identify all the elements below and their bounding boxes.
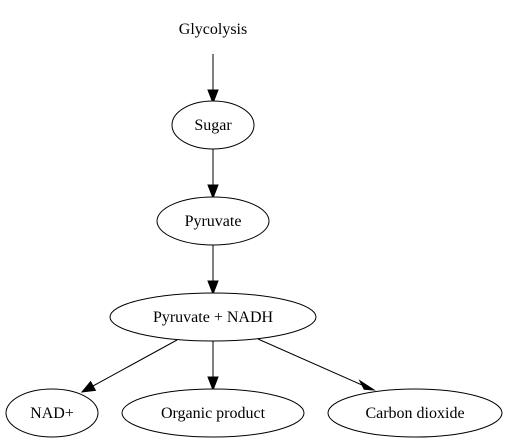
node-ellipse <box>109 292 317 342</box>
edge-pyruvate-nadh-to-carbon-dioxide <box>257 338 376 391</box>
edge-pyruvate-to-pyruvate-nadh <box>207 244 219 296</box>
node-pyruvate-nadh: Pyruvate + NADH <box>109 292 317 342</box>
edge-pyruvate-nadh-to-nad-plus <box>80 339 178 393</box>
node-label: Organic product <box>161 405 266 422</box>
node-label: Carbon dioxide <box>365 405 464 422</box>
node-ellipse <box>156 196 270 246</box>
node-ellipse <box>171 100 255 150</box>
node-label: Sugar <box>194 117 232 134</box>
arrowhead <box>207 376 219 392</box>
node-ellipse <box>121 388 305 438</box>
edge-pyruvate-nadh-to-organic-product <box>207 341 219 392</box>
node-nad-plus: NAD+ <box>5 388 99 438</box>
edge-line <box>92 339 178 387</box>
arrowhead <box>207 280 219 296</box>
node-label: NAD+ <box>30 405 74 422</box>
edge-glycolysis-to-sugar <box>207 54 219 105</box>
node-pyruvate: Pyruvate <box>156 196 270 246</box>
node-label: Pyruvate + NADH <box>153 309 274 326</box>
edge-line <box>257 338 363 386</box>
node-label: Pyruvate <box>185 213 242 230</box>
arrowhead <box>358 379 376 391</box>
arrowhead <box>207 89 219 105</box>
node-label: Glycolysis <box>179 21 247 38</box>
node-sugar: Sugar <box>171 100 255 150</box>
node-organic-product: Organic product <box>121 388 305 438</box>
edge-sugar-to-pyruvate <box>207 149 219 200</box>
node-ellipse <box>5 388 99 438</box>
node-carbon-dioxide: Carbon dioxide <box>327 388 503 438</box>
node-ellipse <box>327 388 503 438</box>
node-glycolysis: Glycolysis <box>179 21 247 38</box>
arrowhead <box>80 380 97 393</box>
arrowhead <box>207 184 219 200</box>
